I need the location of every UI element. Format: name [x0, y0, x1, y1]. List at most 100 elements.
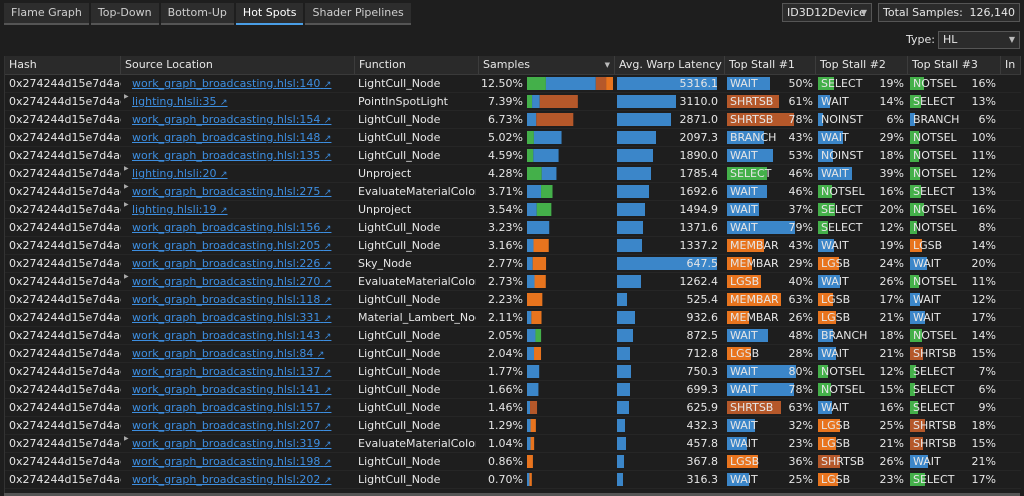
- stall-percent: 63%: [788, 401, 813, 414]
- stall-bar: [910, 329, 923, 342]
- device-dropdown[interactable]: ID3D12Device ▼: [782, 3, 872, 22]
- col-stall1[interactable]: Top Stall #1: [725, 56, 816, 74]
- stall-percent: 46%: [788, 185, 813, 198]
- col-latency[interactable]: Avg. Warp Latency: [615, 56, 725, 74]
- stall-bar: [727, 131, 764, 144]
- samples-bar: [527, 437, 535, 450]
- table-row[interactable]: 0x274244d15e7d4ada work_graph_broadcastin…: [5, 453, 1021, 471]
- stall-name: SELECT: [913, 473, 955, 486]
- expand-arrow-icon[interactable]: ▶: [124, 183, 129, 190]
- table-row[interactable]: 0x274244d15e7d4ada▶work_graph_broadcasti…: [5, 435, 1021, 453]
- samples-segment: [529, 473, 532, 486]
- latency-bar: [617, 401, 629, 414]
- source-link[interactable]: work_graph_broadcasting.hlsl:202 ↗: [132, 471, 354, 488]
- stall-percent: 16%: [971, 203, 996, 216]
- table-row[interactable]: 0x274244d15e7d4ada▶lighting.hlsli:35 ↗ Po…: [5, 93, 1021, 111]
- samples-segment: [527, 437, 531, 450]
- stall-percent: 40%: [788, 275, 813, 288]
- stall-bar: [910, 149, 920, 162]
- hash-cell: 0x274244d15e7d4ada: [9, 401, 121, 414]
- table-row[interactable]: 0x274244d15e7d4ada work_graph_broadcastin…: [5, 327, 1021, 345]
- source-link[interactable]: work_graph_broadcasting.hlsl:140 ↗: [132, 75, 354, 92]
- table-row[interactable]: 0x274244d15e7d4ada▶lighting.hlsli:20 ↗ Un…: [5, 165, 1021, 183]
- tab-shader-pipelines[interactable]: Shader Pipelines: [305, 3, 411, 25]
- table-row[interactable]: 0x274244d15e7d4ada work_graph_broadcastin…: [5, 75, 1021, 93]
- source-link[interactable]: work_graph_broadcasting.hlsl:137 ↗: [132, 363, 354, 380]
- expand-arrow-icon[interactable]: ▶: [124, 435, 129, 442]
- table-row[interactable]: 0x274244d15e7d4ada work_graph_broadcastin…: [5, 399, 1021, 417]
- col-source[interactable]: Source Location: [121, 56, 355, 74]
- col-stall3[interactable]: Top Stall #3: [908, 56, 1001, 74]
- table-row[interactable]: 0x274244d15e7d4ada work_graph_broadcastin…: [5, 147, 1021, 165]
- source-link[interactable]: work_graph_broadcasting.hlsl:156 ↗: [132, 219, 354, 236]
- stall-name: WAIT: [730, 383, 758, 396]
- samples-bar: [527, 347, 542, 360]
- samples-segment: [533, 149, 559, 162]
- source-link[interactable]: work_graph_broadcasting.hlsl:319 ↗: [132, 435, 354, 452]
- stall-bar: [727, 455, 758, 468]
- external-link-icon: ↗: [323, 458, 332, 468]
- table-row[interactable]: 0x274244d15e7d4ada work_graph_broadcastin…: [5, 255, 1021, 273]
- expand-arrow-icon[interactable]: ▶: [124, 201, 129, 208]
- source-link[interactable]: work_graph_broadcasting.hlsl:226 ↗: [132, 255, 354, 272]
- table-row[interactable]: 0x274244d15e7d4ada work_graph_broadcastin…: [5, 417, 1021, 435]
- table-row[interactable]: 0x274244d15e7d4ada work_graph_broadcastin…: [5, 291, 1021, 309]
- source-link[interactable]: work_graph_broadcasting.hlsl:205 ↗: [132, 237, 354, 254]
- table-row[interactable]: 0x274244d15e7d4ada work_graph_broadcastin…: [5, 345, 1021, 363]
- source-link[interactable]: work_graph_broadcasting.hlsl:148 ↗: [132, 129, 354, 146]
- hash-cell: 0x274244d15e7d4ada: [9, 275, 121, 288]
- table-row[interactable]: 0x274244d15e7d4ada work_graph_broadcastin…: [5, 111, 1021, 129]
- source-link[interactable]: work_graph_broadcasting.hlsl:135 ↗: [132, 147, 354, 164]
- source-link[interactable]: work_graph_broadcasting.hlsl:157 ↗: [132, 399, 354, 416]
- source-link[interactable]: work_graph_broadcasting.hlsl:154 ↗: [132, 111, 354, 128]
- table-row[interactable]: 0x274244d15e7d4ada work_graph_broadcastin…: [5, 363, 1021, 381]
- stall-percent: 17%: [971, 473, 996, 486]
- table-row[interactable]: 0x274244d15e7d4ada work_graph_broadcastin…: [5, 129, 1021, 147]
- stall-3-cell: WAIT 12%: [910, 291, 998, 308]
- table-row[interactable]: 0x274244d15e7d4ada▶lighting.hlsli:19 ↗ Un…: [5, 201, 1021, 219]
- stall-1-cell: LGSB 28%: [727, 345, 815, 362]
- samples-segment: [531, 311, 542, 324]
- source-link[interactable]: lighting.hlsli:19 ↗: [132, 201, 354, 218]
- source-link[interactable]: work_graph_broadcasting.hlsl:118 ↗: [132, 291, 354, 308]
- source-location: work_graph_broadcasting.hlsl:319: [132, 437, 321, 450]
- source-link[interactable]: work_graph_broadcasting.hlsl:143 ↗: [132, 327, 354, 344]
- source-link[interactable]: lighting.hlsli:20 ↗: [132, 165, 354, 182]
- stall-percent: 20%: [879, 203, 904, 216]
- source-link[interactable]: work_graph_broadcasting.hlsl:270 ↗: [132, 273, 354, 290]
- expand-arrow-icon[interactable]: ▶: [124, 93, 129, 100]
- expand-arrow-icon[interactable]: ▶: [124, 273, 129, 280]
- type-dropdown[interactable]: HL ▼: [938, 31, 1020, 49]
- samples-percent: 1.46%: [488, 401, 523, 414]
- col-hash[interactable]: Hash: [5, 56, 121, 74]
- expand-arrow-icon[interactable]: ▶: [124, 165, 129, 172]
- table-row[interactable]: 0x274244d15e7d4ada▶work_graph_broadcasti…: [5, 273, 1021, 291]
- tab-flame-graph[interactable]: Flame Graph: [4, 3, 89, 25]
- table-row[interactable]: 0x274244d15e7d4ada work_graph_broadcastin…: [5, 381, 1021, 399]
- source-link[interactable]: work_graph_broadcasting.hlsl:84 ↗: [132, 345, 354, 362]
- table-row[interactable]: 0x274244d15e7d4ada work_graph_broadcastin…: [5, 237, 1021, 255]
- function-cell: LightCull_Node: [358, 329, 441, 342]
- source-link[interactable]: work_graph_broadcasting.hlsl:198 ↗: [132, 453, 354, 470]
- tab-bottom-up[interactable]: Bottom-Up: [160, 3, 234, 25]
- table-row[interactable]: 0x274244d15e7d4ada work_graph_broadcastin…: [5, 309, 1021, 327]
- col-stall2[interactable]: Top Stall #2: [816, 56, 908, 74]
- source-link[interactable]: work_graph_broadcasting.hlsl:207 ↗: [132, 417, 354, 434]
- col-samples[interactable]: Samples ▼: [479, 56, 615, 74]
- samples-segment: [535, 329, 542, 342]
- table-row[interactable]: 0x274244d15e7d4ada work_graph_broadcastin…: [5, 471, 1021, 489]
- tab-top-down[interactable]: Top-Down: [90, 3, 159, 25]
- stall-bar: [727, 293, 782, 306]
- col-function[interactable]: Function: [355, 56, 479, 74]
- horizontal-scrollbar[interactable]: [4, 493, 1020, 496]
- col-extra[interactable]: In: [1001, 56, 1021, 74]
- tab-hot-spots[interactable]: Hot Spots: [235, 3, 304, 25]
- table-row[interactable]: 0x274244d15e7d4ada work_graph_broadcastin…: [5, 219, 1021, 237]
- table-row[interactable]: 0x274244d15e7d4ada▶work_graph_broadcasti…: [5, 183, 1021, 201]
- source-link[interactable]: work_graph_broadcasting.hlsl:141 ↗: [132, 381, 354, 398]
- source-link[interactable]: work_graph_broadcasting.hlsl:275 ↗: [132, 183, 354, 200]
- source-link[interactable]: work_graph_broadcasting.hlsl:331 ↗: [132, 309, 354, 326]
- source-link[interactable]: lighting.hlsli:35 ↗: [132, 93, 354, 110]
- samples-segment: [533, 131, 562, 144]
- latency-cell: 699.3: [616, 381, 720, 398]
